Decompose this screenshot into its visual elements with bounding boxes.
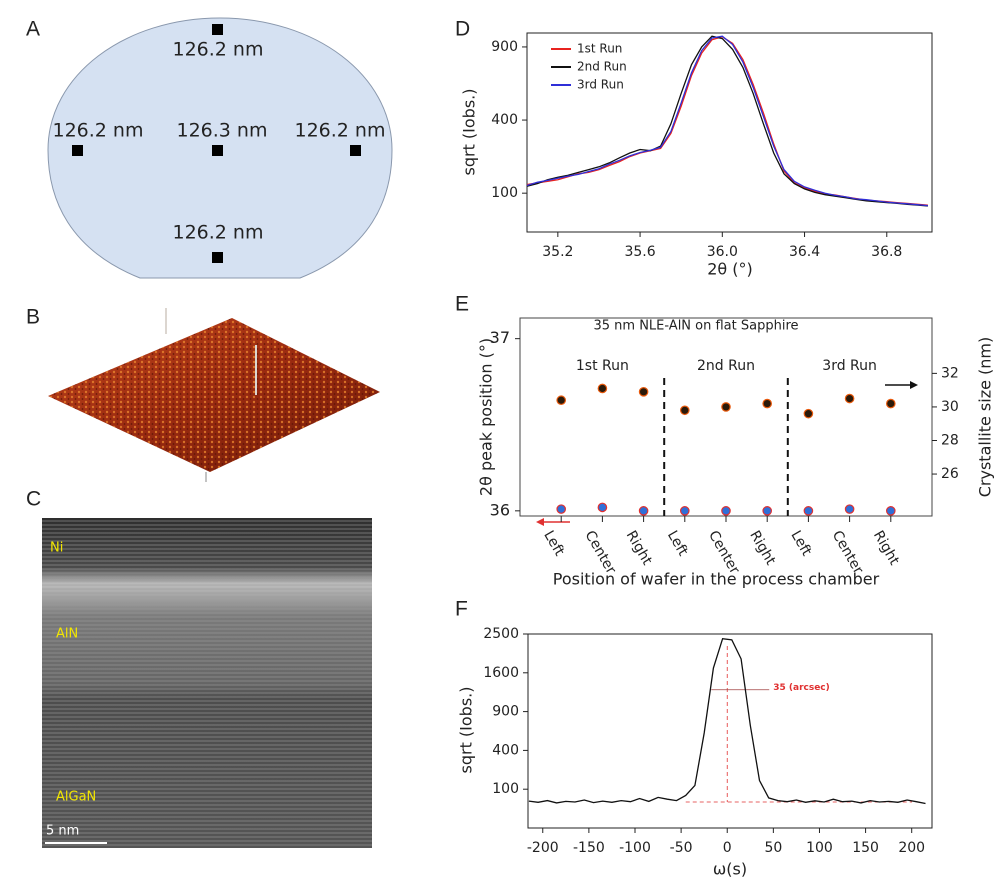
x-tick-label: 36.0 [707,244,738,260]
plot-frame [527,633,933,829]
legend-label: 3rd Run [577,78,624,92]
y-axis-label: 2θ peak position (°) [477,338,496,496]
y-tick-label: 900 [492,704,519,720]
chart-title: 35 nm NLE-AlN on flat Sapphire [594,319,799,334]
annotation: 35 (arcsec) [773,683,830,693]
panel-label: E [455,293,469,316]
y2-tick-label: 32 [941,365,959,381]
axis-arrow-head [910,381,918,389]
y-tick-label: 100 [492,781,519,797]
point [556,395,566,406]
panel-label: F [455,598,468,621]
x-tick-label: 36.8 [871,244,902,260]
point [721,402,731,412]
scale-bar-label: 5 nm [46,824,79,839]
x-tick-label: Right [746,528,779,568]
marker [72,145,83,156]
x-tick-label: 36.4 [789,244,820,260]
point [556,504,566,514]
point [803,506,814,516]
x-tick-label: 35.6 [624,244,655,260]
y-tick-label: 2500 [483,626,519,642]
x-tick-label: -50 [670,840,693,856]
x-axis-label: Position of wafer in the process chamber [553,570,880,589]
point [721,506,731,516]
x-tick-label: Right [870,528,903,568]
x-tick-label: Left [787,528,814,559]
marker [212,24,223,35]
thickness: 126.2 nm [173,39,264,61]
point [638,387,649,397]
plot-frame [519,317,933,517]
series-line [526,35,928,207]
x-axis-label: ω(s) [713,860,747,879]
point [762,398,772,409]
x-tick-label: 50 [764,840,782,856]
y-axis-label: sqrt (Iobs.) [460,89,479,176]
thickness: 126.2 nm [173,222,264,244]
point [679,405,690,416]
panel-label: A [26,18,40,41]
x-tick-label: -200 [527,840,559,856]
x-tick-label: 100 [806,840,833,856]
x-tick-label: 0 [723,840,732,856]
y-tick-label: 37 [490,328,510,347]
layer-label: AlN [56,627,78,642]
group-label: 2nd Run [697,358,755,374]
panel-label: C [26,488,41,511]
point [679,506,690,516]
afm-texture [48,318,380,472]
plot-frame [526,32,933,233]
x-tick-label: Left [540,528,567,559]
marker [350,145,361,156]
y-tick-label: 100 [491,185,518,201]
marker [212,252,223,263]
y2-tick-label: 26 [941,466,959,482]
y-tick-label: 900 [491,39,518,55]
y-tick-label: 400 [492,742,519,758]
group-label: 1st Run [576,358,629,374]
y2-tick-label: 30 [941,399,959,415]
x-tick-label: -100 [619,840,651,856]
point [844,504,855,514]
x-axis-label: 2θ (°) [707,260,753,279]
x-tick-label: -150 [573,840,605,856]
y-tick-label: 1600 [483,665,519,681]
point [803,408,814,419]
marker [212,145,223,156]
legend-label: 1st Run [577,42,622,56]
y2-tick-label: 28 [941,432,959,448]
layer-label: Ni [50,541,63,556]
thickness: 126.2 nm [295,120,386,142]
y-tick-label: 400 [491,112,518,128]
point [762,506,772,516]
point [597,502,608,513]
y2-axis-label: Crystallite size (nm) [976,337,995,498]
thickness: 126.2 nm [53,120,144,142]
axis-arrow-head [536,518,544,526]
panel-label: B [26,306,40,329]
group-label: 3rd Run [822,358,877,374]
y-axis-label: sqrt (Iobs.) [457,687,476,774]
x-tick-label: 35.2 [542,244,573,260]
thickness: 126.3 nm [177,120,268,142]
x-tick-label: 200 [898,840,925,856]
x-tick-label: Left [664,528,691,559]
x-tick-label: 150 [852,840,879,856]
y-tick-label: 36 [490,500,510,519]
point [844,393,855,404]
series-line [526,35,928,207]
panel-label: D [455,18,470,41]
series-line [528,637,926,805]
point [885,506,896,516]
point [885,398,896,409]
legend-label: 2nd Run [577,60,627,74]
tem-lattice [42,518,372,848]
x-tick-label: Right [623,528,656,568]
point [638,506,649,516]
point [597,383,608,394]
layer-label: AlGaN [56,790,96,805]
